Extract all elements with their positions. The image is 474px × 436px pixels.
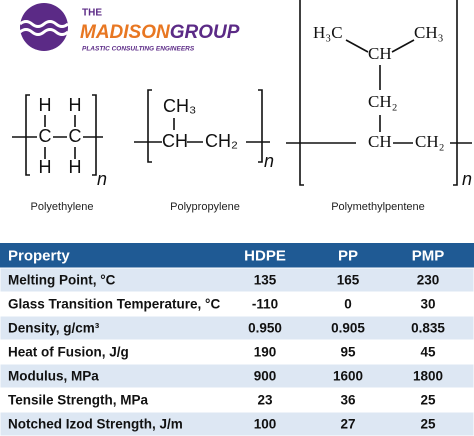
bonds <box>134 89 270 163</box>
atom: CH₂ <box>205 131 238 151</box>
table-cell: 1600 <box>333 369 363 384</box>
table-cell: 165 <box>337 273 360 288</box>
table-cell: 27 <box>340 417 355 432</box>
table-cell: Density, g/cm³ <box>8 321 100 336</box>
table-cell: 95 <box>340 345 356 360</box>
atom: C <box>39 126 52 146</box>
logo: THE MADISONGROUP PLASTIC CONSULTING ENGI… <box>19 3 240 53</box>
table-row <box>0 411 474 436</box>
table-cell: Melting Point, °C <box>8 273 116 288</box>
atom: H₃C <box>313 23 343 42</box>
header-cell: HDPE <box>244 247 286 264</box>
table-cell: 190 <box>254 345 277 360</box>
property-table: Property HDPE PP PMP Melting Point, °C 135 165… <box>0 243 474 436</box>
structure-polyethylene: H H C C H H n Polyethylene <box>12 94 107 213</box>
table-cell: Heat of Fusion, J/g <box>8 345 129 360</box>
table-cell: 25 <box>420 417 436 432</box>
atom: H <box>69 157 82 177</box>
table-cell: 0 <box>344 297 352 312</box>
structure-name: Polyethylene <box>31 201 94 213</box>
atom: H <box>69 95 82 115</box>
repeat-n: n <box>264 151 274 171</box>
atom: CH₂ <box>368 92 398 111</box>
table-cell: 100 <box>254 417 277 432</box>
atom: H <box>39 95 52 115</box>
logo-mark <box>20 3 68 51</box>
atom: CH <box>368 44 392 63</box>
logo-name-a: MADISON <box>80 22 171 43</box>
table-cell: 0.905 <box>331 321 365 336</box>
table-cell: Modulus, MPa <box>8 369 99 384</box>
table-cell: 36 <box>340 393 356 408</box>
table-cell: 45 <box>420 345 436 360</box>
table-cell: 1800 <box>413 369 443 384</box>
logo-name-b: GROUP <box>170 22 240 43</box>
table-cell: 900 <box>254 369 277 384</box>
atom: CH₃ <box>414 23 444 42</box>
atom: C <box>69 126 82 146</box>
table-cell: 25 <box>420 393 436 408</box>
structure-polymethylpentene: H₃C CH CH₃ CH₂ CH CH₂ n Polymethylpenten… <box>286 0 472 213</box>
logo-top: THE <box>82 8 102 19</box>
header-cell: PMP <box>412 247 445 264</box>
atom: CH <box>368 132 392 151</box>
table-cell: 23 <box>257 393 273 408</box>
header-cell: Property <box>8 247 70 264</box>
atom: CH <box>162 131 188 151</box>
header-row <box>0 243 474 268</box>
table-cell: 230 <box>417 273 440 288</box>
repeat-n: n <box>462 169 472 189</box>
table-cell: 30 <box>420 297 435 312</box>
table-cell: Glass Transition Temperature, °C <box>8 297 220 312</box>
table-cell: 135 <box>254 273 277 288</box>
table-cell: -110 <box>252 297 278 312</box>
table-cell: 0.835 <box>411 321 445 336</box>
bonds <box>286 0 472 186</box>
bonds <box>12 94 103 176</box>
logo-name: MADISONGROUP <box>80 22 240 43</box>
logo-tagline: PLASTIC CONSULTING ENGINEERS <box>82 46 195 53</box>
structure-name: Polypropylene <box>170 201 240 213</box>
table-cell: 0.950 <box>248 321 282 336</box>
table-cell: Tensile Strength, MPa <box>8 393 149 408</box>
header-cell: PP <box>338 247 358 264</box>
atom: CH₂ <box>415 132 445 151</box>
repeat-n: n <box>97 169 107 189</box>
table-cell: Notched Izod Strength, J/m <box>8 417 183 432</box>
atom: H <box>39 157 52 177</box>
structure-polypropylene: CH₃ CH CH₂ n Polypropylene <box>134 89 274 213</box>
atom: CH₃ <box>163 96 196 116</box>
logo-waves <box>19 20 69 36</box>
structure-name: Polymethylpentene <box>331 201 425 213</box>
